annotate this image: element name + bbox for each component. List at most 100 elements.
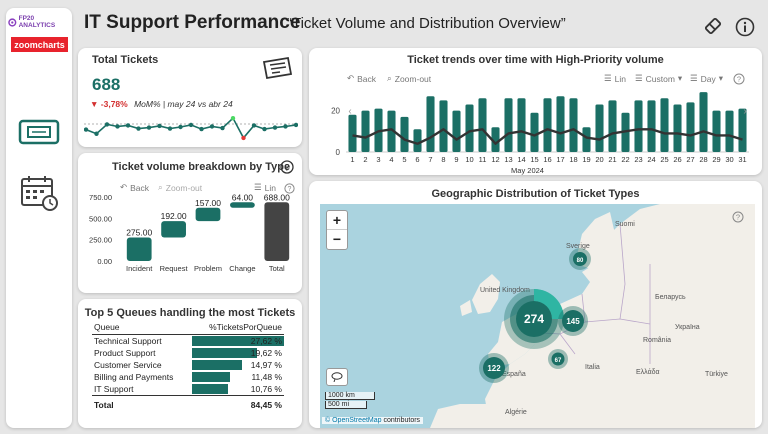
map-help-icon[interactable]: ? <box>732 210 744 228</box>
trend-bar[interactable] <box>595 104 604 152</box>
waterfall-bar[interactable] <box>161 221 186 238</box>
trend-bar[interactable] <box>686 102 695 152</box>
trend-bar[interactable] <box>504 98 513 152</box>
scroll-right-icon[interactable]: › <box>743 106 746 117</box>
sparkline-point[interactable] <box>178 124 183 130</box>
table-row[interactable]: Customer Service 14,97 % <box>92 359 284 371</box>
col-queue-header[interactable]: Queue <box>94 322 120 332</box>
sparkline-point[interactable] <box>283 124 288 129</box>
trend-bar[interactable] <box>582 127 591 152</box>
sparkline-point[interactable] <box>167 126 173 131</box>
queue-pct-value: 27,62 % <box>250 336 282 346</box>
sparkline-point[interactable] <box>94 131 99 136</box>
calendar-nav-icon[interactable] <box>20 174 60 217</box>
trend-back-button[interactable]: ↶ Back <box>347 73 377 84</box>
trend-bar[interactable] <box>387 110 396 152</box>
trend-bar[interactable] <box>725 110 734 152</box>
trend-bar[interactable] <box>738 108 747 152</box>
table-row[interactable]: Technical Support 27,62 % <box>92 335 284 348</box>
sparkline-point[interactable] <box>84 127 89 132</box>
info-icon[interactable] <box>735 17 755 42</box>
trend-bar[interactable] <box>452 110 461 152</box>
trend-zoom-out-button[interactable]: ⌕ Zoom-out <box>387 73 432 84</box>
trend-bar[interactable] <box>530 112 539 152</box>
zoom-out-icon: ⌕ <box>387 73 392 83</box>
sparkline-point[interactable] <box>209 124 215 129</box>
map-zoom-out-button[interactable]: − <box>332 231 342 247</box>
trend-bar[interactable] <box>491 127 500 152</box>
sparkline-point[interactable] <box>188 122 194 128</box>
trend-bar[interactable] <box>660 98 669 152</box>
map-lasso-button[interactable] <box>326 368 348 386</box>
breakdown-help-icon[interactable]: ? <box>280 160 294 179</box>
list-icon: ☰ <box>690 73 698 83</box>
sparkline-point[interactable] <box>115 124 120 129</box>
eraser-icon[interactable] <box>703 16 723 41</box>
waterfall-bar[interactable] <box>195 207 221 222</box>
high-priority-line[interactable] <box>352 128 743 145</box>
breakdown-back-button[interactable]: ↶ Back <box>120 182 150 193</box>
trend-bar[interactable] <box>348 114 357 152</box>
cluster-67[interactable]: 67 <box>548 349 568 369</box>
sparkline-point[interactable] <box>293 122 298 128</box>
trend-bar[interactable] <box>439 100 448 152</box>
trend-custom-dropdown[interactable]: ☰ Custom ▾ <box>635 73 683 84</box>
ticket-nav-icon[interactable] <box>18 118 60 151</box>
trend-bar[interactable] <box>361 110 370 152</box>
trend-bar[interactable] <box>465 104 474 152</box>
trend-day-dropdown[interactable]: ☰ Day ▾ <box>690 73 724 84</box>
sparkline-point[interactable] <box>272 125 278 130</box>
trend-bar[interactable] <box>413 129 422 152</box>
breakdown-zoom-out-button[interactable]: ⌕ Zoom-out <box>158 182 203 193</box>
trend-bar[interactable] <box>543 98 552 152</box>
sparkline-point[interactable] <box>262 126 267 132</box>
trend-lin-button[interactable]: ☰ Lin <box>604 73 626 84</box>
sparkline-point[interactable] <box>230 115 236 121</box>
trend-bar[interactable] <box>556 96 565 152</box>
trend-bar[interactable] <box>673 104 682 152</box>
sparkline-point[interactable] <box>146 125 152 130</box>
x-tick-label: 4 <box>389 155 393 164</box>
y-tick-label: 0.00 <box>97 257 112 266</box>
waterfall-bar[interactable] <box>264 202 290 261</box>
trend-help-icon[interactable]: ? <box>733 72 745 90</box>
cluster-145[interactable]: 145 <box>558 306 588 336</box>
map-label-italia: Italia <box>585 364 600 371</box>
table-row[interactable]: Billing and Payments 11,48 % <box>92 371 284 383</box>
page-subtitle: “Ticket Volume and Distribution Overview… <box>287 15 566 32</box>
sparkline-point[interactable] <box>251 123 257 128</box>
breakdown-help-small-icon[interactable]: ? <box>284 181 295 199</box>
trend-bar[interactable] <box>647 100 656 152</box>
cluster-80[interactable]: 80 <box>569 248 591 270</box>
sparkline-point[interactable] <box>136 126 141 131</box>
waterfall-bar[interactable] <box>230 202 255 208</box>
scroll-left-icon[interactable]: ‹ <box>348 106 351 117</box>
trend-bar[interactable] <box>478 98 487 152</box>
table-row[interactable]: Product Support 19,62 % <box>92 347 284 359</box>
table-row[interactable]: IT Support 10,76 % <box>92 383 284 396</box>
trend-bar[interactable] <box>699 92 708 152</box>
cluster-274[interactable]: 274 <box>504 289 564 349</box>
sparkline-point[interactable] <box>220 125 225 131</box>
trend-bar[interactable] <box>634 100 643 152</box>
map-zoom-in-button[interactable]: + <box>327 211 347 230</box>
back-arrow-icon: ↶ <box>347 73 355 83</box>
sparkline-point[interactable] <box>199 126 204 132</box>
x-tick-label: 10 <box>465 155 473 164</box>
sparkline-point[interactable] <box>104 122 110 127</box>
trend-bar[interactable] <box>400 116 409 152</box>
trend-bar[interactable] <box>569 98 578 152</box>
trend-bar[interactable] <box>517 98 526 152</box>
trend-bar[interactable] <box>608 100 617 152</box>
sparkline-point[interactable] <box>157 123 162 129</box>
map-area[interactable]: Sverige Suomi United Kingdom Беларусь Ук… <box>320 204 755 428</box>
col-pct-header[interactable]: %TicketsPorQueue <box>209 322 282 332</box>
breakdown-lin-button[interactable]: ☰ Lin <box>254 182 276 193</box>
trend-bar[interactable] <box>712 110 721 152</box>
sparkline-point[interactable] <box>241 135 246 141</box>
cluster-122[interactable]: 122 <box>479 353 509 383</box>
trend-bar[interactable] <box>426 96 435 152</box>
waterfall-bar[interactable] <box>126 237 152 261</box>
sparkline-point[interactable] <box>125 123 131 128</box>
osm-link[interactable]: © OpenStreetMap <box>325 417 382 424</box>
